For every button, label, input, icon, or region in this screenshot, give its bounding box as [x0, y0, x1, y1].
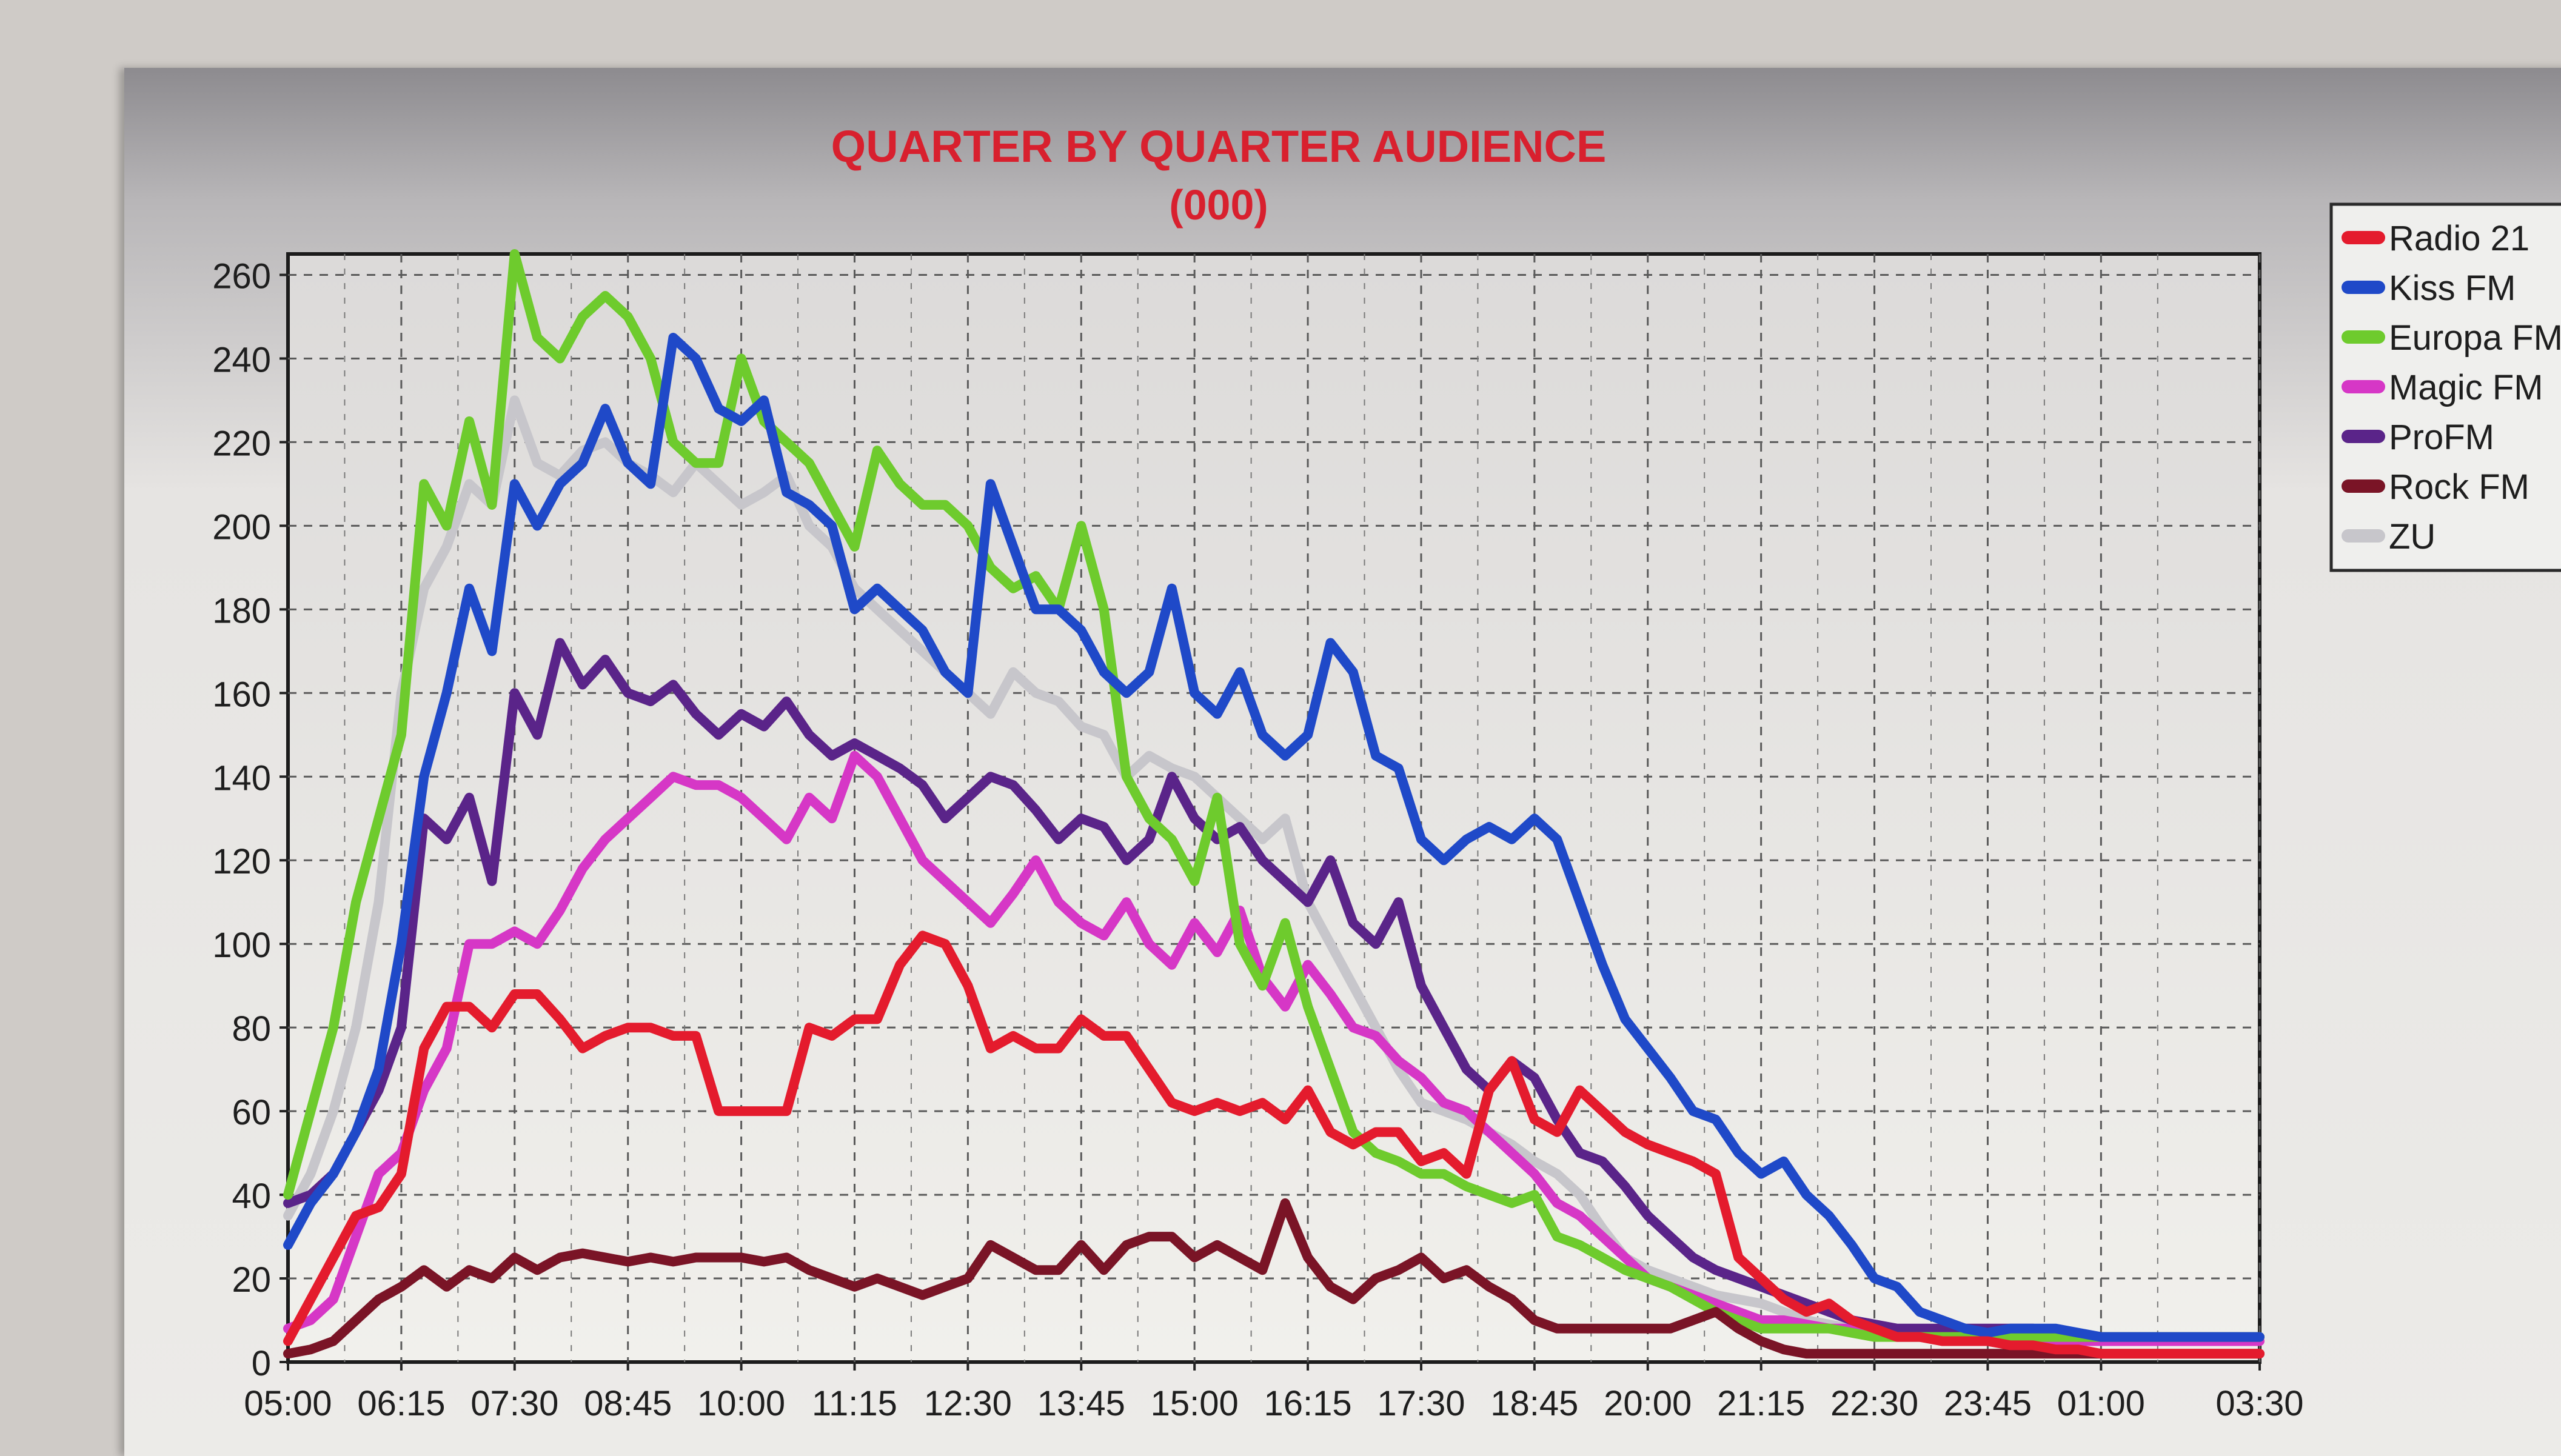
x-tick-label: 10:00: [697, 1384, 785, 1423]
y-tick-label: 260: [212, 256, 271, 296]
x-tick-label: 22:30: [1830, 1384, 1918, 1423]
chart-title: QUARTER BY QUARTER AUDIENCE: [831, 121, 1607, 172]
y-tick-label: 0: [252, 1344, 271, 1383]
legend: Radio 21 Kiss FM Europa FM Magic FM ProFM Roc…: [2329, 202, 2561, 572]
y-tick-label: 80: [232, 1009, 271, 1049]
y-tick-label: 200: [212, 507, 271, 547]
legend-label: Kiss FM: [2389, 269, 2516, 308]
y-tick-label: 120: [212, 842, 271, 881]
y-tick-label: 140: [212, 758, 271, 798]
plot-area: [286, 252, 2261, 1364]
line-chart: QUARTER BY QUARTER AUDIENCE (000) 0 20 40 6…: [212, 121, 2561, 1423]
legend-label: Rock FM: [2389, 467, 2529, 507]
x-tick-label: 01:00: [2057, 1384, 2145, 1423]
y-tick-label: 220: [212, 424, 271, 463]
y-axis: 0 20 40 60 80 100 120 140 160 180 200 220 240 260: [212, 256, 288, 1383]
x-tick-label: 13:45: [1037, 1384, 1125, 1423]
legend-label: ProFM: [2389, 418, 2494, 457]
grid: [288, 254, 2261, 1362]
x-tick-label: 17:30: [1377, 1384, 1465, 1423]
x-tick-label: 11:15: [812, 1384, 897, 1423]
legend-label: ZU: [2389, 517, 2435, 556]
y-tick-label: 160: [212, 675, 271, 714]
x-tick-label: 06:15: [357, 1384, 445, 1423]
x-tick-label: 21:15: [1717, 1384, 1805, 1423]
series-line-radio-21: [283, 930, 2265, 1359]
chart-subtitle: (000): [1169, 181, 1268, 229]
x-axis: 05:00 06:15 07:30 08:45 10:00 11:15 12:30 13:45…: [244, 1362, 2304, 1423]
series-line-rock-fm: [283, 1198, 2265, 1359]
series-line-profm: [283, 638, 2265, 1342]
x-tick-label: 08:45: [584, 1384, 672, 1423]
y-tick-label: 100: [212, 926, 271, 965]
y-tick-label: 60: [232, 1093, 271, 1132]
x-tick-label: 05:00: [244, 1384, 332, 1423]
y-tick-label: 180: [212, 591, 271, 630]
x-tick-label: 16:15: [1264, 1384, 1351, 1423]
y-tick-label: 20: [232, 1260, 271, 1300]
x-tick-label: 07:30: [470, 1384, 558, 1423]
y-tick-label: 40: [232, 1177, 271, 1216]
series-lines: [283, 249, 2265, 1359]
x-tick-label: 20:00: [1604, 1384, 1692, 1423]
x-tick-label: 15:00: [1151, 1384, 1239, 1423]
x-tick-label: 03:30: [2215, 1384, 2303, 1423]
series-line-kiss-fm: [283, 333, 2265, 1342]
legend-label: Magic FM: [2389, 368, 2543, 407]
x-tick-label: 23:45: [1944, 1384, 2032, 1423]
legend-label: Europa FM: [2389, 318, 2561, 358]
x-tick-label: 12:30: [924, 1384, 1012, 1423]
x-tick-label: 18:45: [1490, 1384, 1578, 1423]
legend-label: Radio 21: [2389, 219, 2529, 258]
chart-panel: QUARTER BY QUARTER AUDIENCE (000) 0 20 40 6…: [124, 68, 2561, 1456]
y-tick-label: 240: [212, 340, 271, 379]
